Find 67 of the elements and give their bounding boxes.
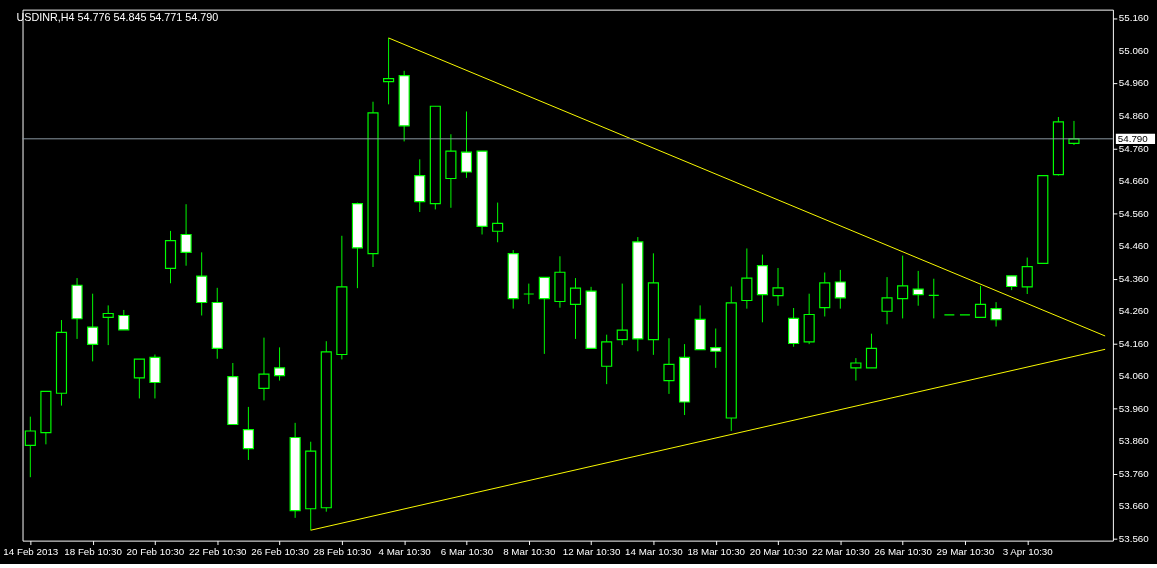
y-tick-label: 54.160 (1118, 337, 1150, 349)
y-tick-label: 54.460 (1118, 240, 1150, 252)
y-tick-label: 54.860 (1118, 109, 1150, 121)
candlestick (523, 283, 535, 305)
candlestick (897, 255, 909, 319)
candlestick (865, 333, 878, 369)
candlestick (133, 358, 145, 399)
candlestick (974, 285, 987, 319)
y-tick-label: 55.060 (1118, 44, 1150, 56)
x-tick-label: 14 Mar 10:30 (625, 545, 684, 557)
y-tick-label: 53.660 (1118, 500, 1150, 512)
candlestick (710, 328, 722, 369)
y-tick-label: 54.360 (1118, 272, 1150, 284)
chart-title: USDINR,H4 54.776 54.845 54.771 54.790 (16, 11, 219, 24)
x-tick-label: 4 Mar 10:30 (378, 545, 432, 557)
candlestick (24, 416, 36, 478)
x-tick-label: 6 Mar 10:30 (440, 545, 494, 557)
candlestick (492, 202, 504, 243)
ref-line-label: 54.790 (1117, 132, 1149, 144)
candlestick (118, 309, 130, 331)
x-tick-label: 22 Mar 10:30 (811, 545, 871, 557)
y-tick-label: 55.160 (1118, 12, 1150, 24)
x-tick-label: 20 Feb 10:30 (126, 545, 185, 557)
x-tick-label: 3 Apr 10:30 (1002, 545, 1054, 557)
y-tick-label: 53.760 (1118, 467, 1150, 479)
candlestick (990, 301, 1002, 328)
x-tick-label: 18 Feb 10:30 (64, 545, 123, 557)
y-tick-label: 53.960 (1118, 402, 1150, 414)
candlestick (569, 277, 582, 340)
y-tick-label: 53.860 (1118, 435, 1150, 447)
candlestick (834, 269, 846, 310)
candlestick (383, 37, 395, 105)
y-tick-label: 54.060 (1118, 370, 1150, 382)
x-tick-label: 8 Mar 10:30 (503, 545, 556, 557)
candlestick (741, 247, 753, 310)
candlestick (102, 304, 114, 346)
candlestick (87, 293, 99, 362)
candlestick (180, 203, 192, 267)
candlestick (663, 337, 675, 395)
y-tick-label: 54.560 (1118, 207, 1150, 219)
x-tick-label: 29 Mar 10:30 (936, 545, 995, 557)
candlestick (616, 283, 628, 346)
x-tick-label: 26 Feb 10:30 (251, 545, 310, 557)
candlestick (242, 406, 254, 461)
y-tick-label: 54.260 (1118, 305, 1150, 317)
x-tick-label: 14 Feb 2013 (3, 545, 59, 557)
candlestick (881, 276, 893, 325)
y-tick-label: 53.560 (1118, 532, 1150, 544)
y-tick-label: 54.660 (1118, 175, 1150, 187)
candlestick (273, 346, 286, 382)
candlestick (850, 357, 862, 382)
x-tick-label: 12 Mar 10:30 (562, 545, 621, 557)
candlestick (460, 111, 473, 179)
candlestick (928, 278, 940, 319)
x-tick-label: 26 Mar 10:30 (874, 545, 933, 557)
x-tick-label: 20 Mar 10:30 (749, 545, 808, 557)
candlestick (1068, 120, 1080, 146)
candlestick (538, 276, 550, 355)
candlestick (1021, 257, 1033, 295)
y-tick-label: 54.760 (1118, 142, 1150, 154)
candlestick (772, 267, 784, 307)
candlestick (912, 270, 924, 307)
x-tick-label: 18 Mar 10:30 (687, 545, 746, 557)
candlestick (258, 337, 270, 401)
y-tick-label: 54.960 (1118, 77, 1150, 89)
x-tick-label: 22 Feb 10:30 (188, 545, 248, 557)
x-tick-label: 28 Feb 10:30 (313, 545, 372, 557)
